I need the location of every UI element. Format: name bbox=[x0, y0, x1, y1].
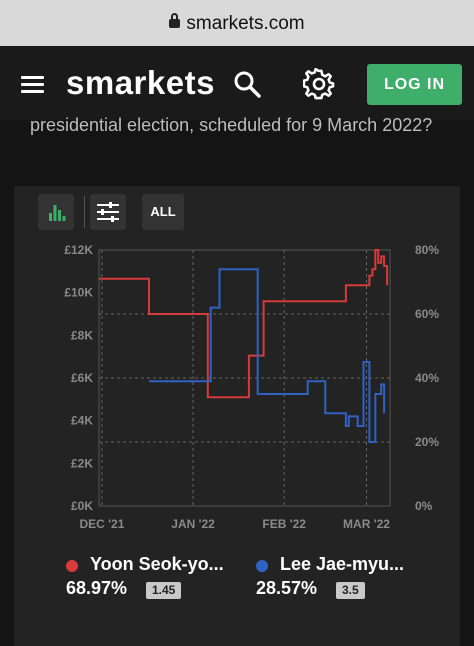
y-left-tick-label: £12K bbox=[64, 243, 93, 257]
y-right-tick-label: 40% bbox=[415, 371, 439, 385]
url-text: smarkets.com bbox=[186, 13, 305, 34]
chart-card bbox=[14, 186, 460, 646]
login-button[interactable]: LOG IN bbox=[367, 64, 462, 105]
toolbar-divider bbox=[84, 196, 85, 228]
y-right-tick-label: 80% bbox=[415, 243, 439, 257]
y-left-tick-label: £10K bbox=[64, 286, 93, 300]
range-all-button[interactable]: ALL bbox=[142, 194, 184, 230]
sliders-icon bbox=[97, 202, 119, 222]
bar-chart-toggle-button[interactable] bbox=[38, 194, 74, 230]
x-tick-label: MAR '22 bbox=[343, 517, 390, 531]
y-right-tick-label: 20% bbox=[415, 435, 439, 449]
yoon-color-dot bbox=[66, 560, 78, 572]
lee-series-line bbox=[149, 268, 386, 443]
browser-url-bar[interactable]: smarkets.com bbox=[0, 0, 474, 46]
filter-settings-button[interactable] bbox=[90, 194, 126, 230]
lock-icon bbox=[169, 13, 181, 28]
site-header: smarkets LOG IN bbox=[0, 46, 474, 120]
search-icon[interactable] bbox=[233, 70, 261, 98]
y-right-tick-label: 60% bbox=[415, 307, 439, 321]
candidate-name: Lee Jae-myu... bbox=[280, 554, 405, 574]
gear-icon[interactable] bbox=[303, 68, 335, 100]
x-tick-label: JAN '22 bbox=[171, 517, 215, 531]
bar-chart-icon bbox=[49, 205, 66, 221]
y-left-tick-label: £2K bbox=[71, 456, 93, 470]
menu-icon[interactable] bbox=[21, 76, 44, 93]
candidate-percent: 28.57% bbox=[256, 578, 318, 598]
candidate-percent: 68.97% bbox=[66, 578, 128, 598]
y-left-tick-label: £6K bbox=[71, 371, 93, 385]
y-right-tick-label: 0% bbox=[415, 499, 433, 513]
odds-badge: 3.5 bbox=[336, 582, 365, 599]
price-chart: £12K £10K £8K £6K £4K £2K £0K 80% 60% 40% 20% 0% D… bbox=[64, 243, 439, 531]
yoon-series-line bbox=[99, 249, 389, 399]
y-left-tick-label: £0K bbox=[71, 499, 93, 513]
odds-badge: 1.45 bbox=[146, 582, 182, 599]
market-question: presidential election, scheduled for 9 M… bbox=[30, 115, 433, 135]
y-left-tick-label: £4K bbox=[71, 414, 93, 428]
candidate-name: Yoon Seok-yo... bbox=[90, 554, 224, 574]
smarkets-logo[interactable]: smarkets bbox=[66, 64, 215, 101]
lee-color-dot bbox=[256, 560, 268, 572]
y-left-tick-label: £8K bbox=[71, 328, 93, 342]
x-tick-label: FEB '22 bbox=[262, 517, 306, 531]
url-text-wrap: smarkets.com bbox=[0, 13, 474, 35]
x-tick-label: DEC '21 bbox=[80, 517, 125, 531]
